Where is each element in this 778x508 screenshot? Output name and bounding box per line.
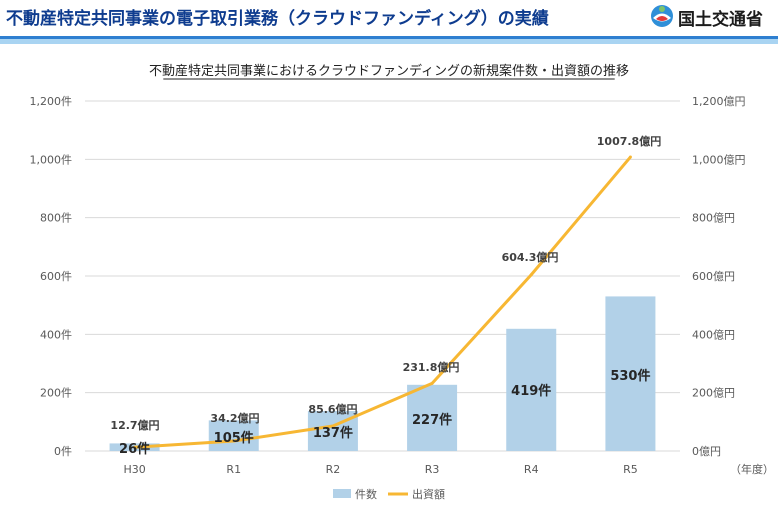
page-title: 不動産特定共同事業の電子取引業務（クラウドファンディング）の実績 bbox=[6, 9, 549, 29]
mlit-logo-icon bbox=[651, 5, 673, 27]
x-tick-label: R2 bbox=[326, 463, 341, 476]
y-right-tick-label: 600億円 bbox=[692, 270, 735, 283]
mlit-logo: 国土交通省 bbox=[650, 3, 776, 31]
line-data-label: 231.8億円 bbox=[403, 360, 460, 374]
line-data-label: 34.2億円 bbox=[210, 411, 259, 425]
chart: 不動産特定共同事業におけるクラウドファンディングの新規案件数・出資額の推移 0件 2… bbox=[30, 63, 775, 501]
y-left-tick-label: 400件 bbox=[40, 328, 72, 341]
y-left-tick-label: 200件 bbox=[40, 387, 72, 400]
line-point bbox=[232, 439, 236, 443]
logo-text: 国土交通省 bbox=[678, 10, 763, 30]
legend-swatch-bar bbox=[333, 489, 351, 498]
bar-data-label: 530件 bbox=[610, 368, 650, 384]
line-data-label: 604.3億円 bbox=[502, 250, 559, 264]
y-right-tick-label: 800億円 bbox=[692, 212, 735, 225]
y-right-tick-label: 1,200億円 bbox=[692, 95, 746, 108]
legend-label-line: 出資額 bbox=[412, 487, 445, 501]
y-right-tick-label: 400億円 bbox=[692, 328, 735, 341]
chart-title: 不動産特定共同事業におけるクラウドファンディングの新規案件数・出資額の推移 bbox=[149, 63, 629, 79]
y-left-tick-label: 0件 bbox=[54, 445, 72, 458]
bar bbox=[208, 420, 259, 451]
line-data-label: 85.6億円 bbox=[308, 402, 357, 416]
bar bbox=[407, 384, 458, 451]
line-point bbox=[331, 424, 335, 428]
header-band bbox=[0, 36, 778, 39]
line-point bbox=[529, 273, 533, 277]
x-tick-label: R3 bbox=[425, 463, 440, 476]
bar bbox=[506, 328, 557, 451]
bar-data-label: 137件 bbox=[313, 425, 353, 441]
bar bbox=[605, 296, 656, 451]
line-point bbox=[133, 445, 137, 449]
y-left-tick-label: 600件 bbox=[40, 270, 72, 283]
bar-data-label: 419件 bbox=[511, 383, 551, 399]
y-right-tick-label: 200億円 bbox=[692, 387, 735, 400]
bar-data-label: 227件 bbox=[412, 412, 452, 428]
header-band-light bbox=[0, 39, 778, 44]
x-tick-label: R1 bbox=[226, 463, 241, 476]
bar-data-label: 26件 bbox=[119, 441, 150, 457]
y-right-tick-label: 0億円 bbox=[692, 445, 721, 458]
header: 不動産特定共同事業の電子取引業務（クラウドファンディング）の実績 国土交通省 bbox=[0, 0, 778, 36]
y-left-tick-label: 1,200件 bbox=[30, 95, 73, 108]
x-tick-label: H30 bbox=[123, 463, 145, 476]
y-right-tick-label: 1,000億円 bbox=[692, 153, 746, 166]
x-tick-label: R4 bbox=[524, 463, 539, 476]
legend-label-bar: 件数 bbox=[355, 488, 377, 501]
y-left-tick-label: 800件 bbox=[40, 212, 72, 225]
x-axis-unit: （年度） bbox=[730, 462, 774, 476]
line-point bbox=[628, 155, 632, 159]
x-tick-label: R5 bbox=[623, 463, 638, 476]
y-left-tick-label: 1,000件 bbox=[30, 153, 73, 166]
line-data-label: 1007.8億円 bbox=[597, 134, 661, 148]
line-series bbox=[134, 156, 632, 449]
bar-data-label: 105件 bbox=[214, 430, 254, 446]
line-data-label: 12.7億円 bbox=[110, 418, 159, 432]
line-point bbox=[430, 381, 434, 385]
